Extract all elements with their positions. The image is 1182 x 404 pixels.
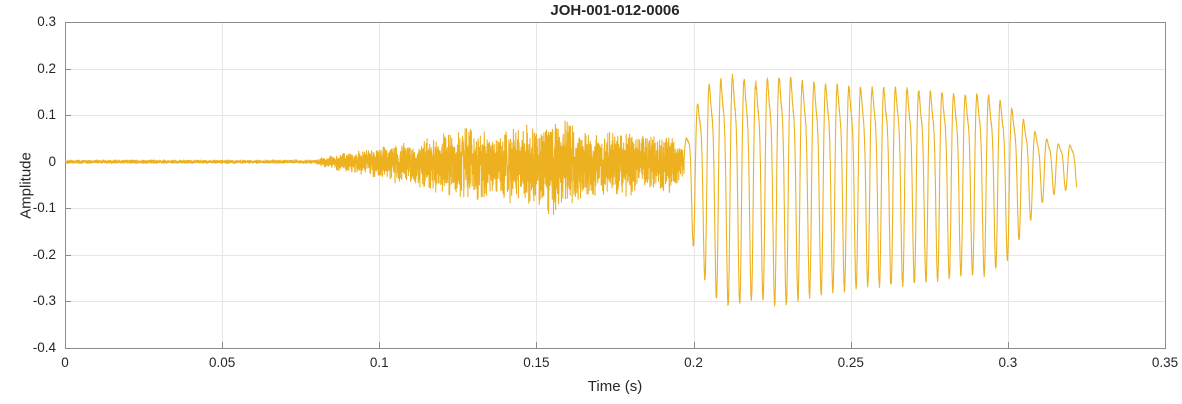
chart-title: JOH-001-012-0006 bbox=[550, 2, 680, 19]
y-axis-label: Amplitude bbox=[17, 152, 35, 219]
x-axis-label: Time (s) bbox=[587, 378, 643, 395]
